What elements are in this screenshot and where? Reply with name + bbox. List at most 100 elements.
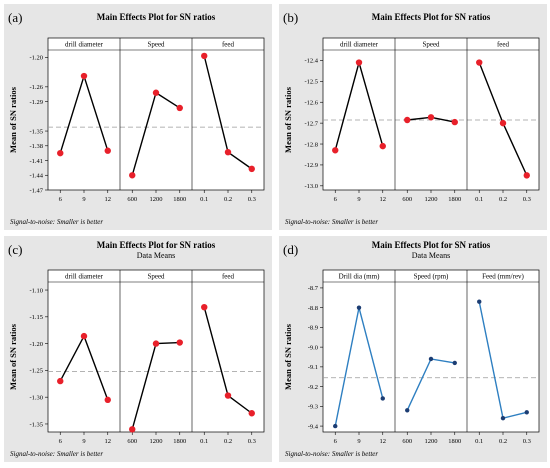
chart-svg: (b) Main Effects Plot for SN ratios -12.4 -…	[279, 4, 547, 230]
panel-label: (a)	[8, 10, 22, 25]
data-point	[428, 356, 434, 362]
y-tick-label: -1.38	[29, 143, 43, 150]
x-tick-label: 6	[59, 438, 63, 445]
data-point	[224, 148, 232, 156]
y-tick-label: -12.7	[304, 120, 318, 127]
data-point	[404, 116, 411, 124]
x-tick-label: 600	[127, 438, 137, 445]
chart-panel-c: (c) Main Effects Plot for SN ratios Data M…	[4, 236, 272, 462]
y-tick-label: -9.3	[308, 404, 318, 411]
x-tick-label: 1200	[150, 196, 163, 203]
data-point	[452, 360, 457, 366]
x-tick-label: 9	[357, 438, 360, 445]
y-tick-label: -1.30	[29, 394, 43, 401]
y-tick-label: -1.15	[29, 314, 43, 321]
x-tick-label: 9	[357, 196, 360, 203]
data-point	[499, 119, 507, 127]
x-tick-label: 1200	[425, 196, 438, 203]
y-tick-label: -12.9	[304, 162, 318, 169]
x-tick-label: 12	[105, 196, 112, 203]
facet-header: Speed (rpm)	[414, 273, 449, 281]
data-point	[500, 415, 506, 421]
x-tick-label: 0.3	[523, 196, 531, 203]
y-tick-label: -8.9	[308, 325, 318, 332]
x-tick-label: 0.1	[200, 196, 208, 203]
x-tick-label: 0.2	[499, 438, 507, 445]
chart-title: Main Effects Plot for SN ratios	[97, 240, 216, 250]
y-axis-label: Mean of SN ratios	[283, 86, 293, 153]
y-tick-label: -13.0	[304, 183, 318, 190]
data-point	[248, 165, 255, 173]
y-tick-label: -1.29	[29, 99, 43, 106]
chart-subtitle: Data Means	[412, 251, 450, 260]
data-point	[152, 89, 160, 96]
plot-frame	[47, 37, 265, 191]
x-tick-label: 12	[105, 438, 112, 445]
chart-subtitle: Data Means	[137, 251, 175, 260]
y-tick-label: -9.1	[308, 364, 318, 371]
facet-header: Drill dia (mm)	[339, 273, 380, 281]
data-point	[248, 410, 255, 417]
x-tick-label: 1800	[173, 438, 186, 445]
y-tick-label: -1.47	[29, 187, 43, 194]
x-tick-label: 0.1	[475, 438, 483, 445]
footnote: Signal-to-noise: Smaller is better	[10, 218, 103, 226]
x-tick-label: 1200	[425, 438, 438, 445]
facet-header: feed	[222, 273, 235, 281]
plot-frame	[322, 269, 540, 433]
x-tick-label: 1800	[448, 438, 461, 445]
chart-panel-d: (d) Main Effects Plot for SN ratios Data M…	[279, 236, 547, 462]
x-tick-label: 1800	[448, 196, 461, 203]
x-tick-label: 1800	[173, 196, 186, 203]
facet-header: Speed	[147, 41, 165, 49]
data-point	[80, 72, 88, 80]
data-point	[477, 299, 482, 304]
chart-panel-a: (a) Main Effects Plot for SN ratios -1.20 -…	[4, 4, 272, 230]
x-tick-label: 0.2	[224, 438, 232, 445]
facet-header: Speed	[422, 41, 440, 49]
x-tick-label: 1200	[150, 438, 163, 445]
y-tick-label: -1.10	[29, 287, 43, 294]
facet-header: Feed (mm/rev)	[482, 273, 524, 281]
data-point	[523, 172, 530, 179]
footnote: Signal-to-noise: Smaller is better	[285, 450, 378, 458]
x-tick-label: 0.1	[200, 438, 208, 445]
data-point	[379, 142, 386, 150]
y-tick-label: -12.8	[304, 141, 318, 148]
data-point	[201, 52, 208, 60]
chart-title: Main Effects Plot for SN ratios	[372, 12, 491, 22]
x-tick-label: 0.2	[499, 196, 507, 203]
x-tick-label: 9	[82, 438, 85, 445]
x-tick-label: 0.3	[248, 196, 256, 203]
data-point	[176, 339, 183, 346]
chart-title: Main Effects Plot for SN ratios	[97, 12, 216, 22]
y-tick-label: -1.35	[29, 128, 43, 135]
data-point	[355, 59, 363, 66]
y-tick-label: -1.20	[29, 55, 43, 62]
y-tick-label: -9.0	[308, 344, 318, 351]
y-tick-label: -1.26	[29, 84, 43, 91]
facet-header: feed	[222, 41, 235, 49]
data-point	[104, 147, 111, 154]
x-tick-label: 6	[334, 196, 338, 203]
data-point	[104, 396, 111, 404]
y-tick-label: -1.25	[29, 368, 43, 375]
data-point	[332, 147, 339, 154]
facet-header: drill diameter	[65, 273, 104, 281]
data-point	[476, 59, 483, 66]
x-tick-label: 600	[402, 196, 412, 203]
y-tick-label: -1.35	[29, 421, 43, 428]
x-tick-label: 0.2	[224, 196, 232, 203]
y-tick-label: -9.2	[308, 384, 318, 391]
chart-panel-b: (b) Main Effects Plot for SN ratios -12.4 -…	[279, 4, 547, 230]
facet-header: drill diameter	[340, 41, 379, 49]
data-point	[201, 303, 208, 311]
x-tick-label: 0.3	[248, 438, 256, 445]
data-point	[524, 410, 529, 415]
x-tick-label: 0.1	[475, 196, 483, 203]
plot-frame	[322, 37, 540, 191]
data-point	[80, 332, 88, 340]
data-point	[224, 392, 232, 399]
chart-title: Main Effects Plot for SN ratios	[372, 240, 491, 250]
